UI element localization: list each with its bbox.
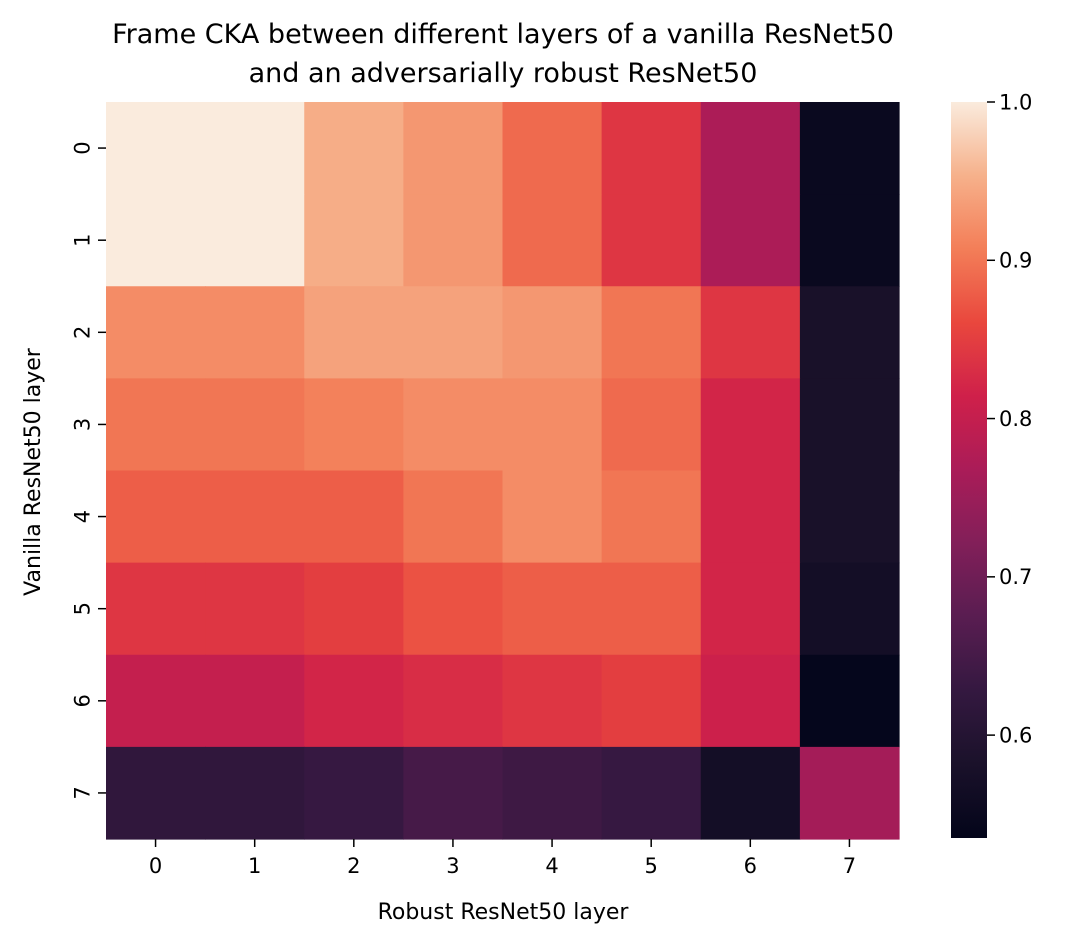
heatmap-cell-4-6 (700, 470, 801, 564)
heatmap-cell-0-2 (304, 102, 404, 195)
heatmap-cell-6-4 (502, 654, 603, 748)
heatmap-cell-2-3 (403, 286, 504, 379)
heatmap-cell-4-3 (403, 470, 504, 564)
y-axis-ticks: 0 1 2 3 4 5 6 7 (70, 141, 106, 800)
y-tick-label-4: 4 (70, 510, 94, 523)
heatmap-cell-0-0 (106, 102, 206, 195)
heatmap-cell-6-3 (403, 654, 504, 748)
x-tick-label-2: 2 (347, 854, 360, 878)
heatmap-cell-2-7 (799, 286, 900, 379)
x-axis-label: Robust ResNet50 layer (378, 900, 630, 925)
heatmap-cell-1-0 (106, 194, 206, 287)
heatmap-cell-1-3 (403, 194, 504, 287)
x-axis-ticks: 0 1 2 3 4 5 6 7 (149, 839, 856, 878)
heatmap-cell-3-2 (304, 378, 404, 472)
y-axis-label: Vanilla ResNet50 layer (21, 347, 46, 596)
heatmap-cell-3-0 (106, 378, 206, 472)
heatmap-cell-7-4 (502, 746, 603, 840)
heatmap-cell-5-5 (601, 562, 702, 656)
heatmap-cell-7-7 (799, 746, 900, 840)
colorbar-ticks: 0.6 0.7 0.8 0.9 1.0 (987, 90, 1032, 747)
heatmap-cell-0-4 (502, 102, 603, 195)
heatmap-cell-3-1 (205, 378, 305, 472)
heatmap-cell-5-4 (502, 562, 603, 656)
x-tick-label-7: 7 (843, 854, 856, 878)
chart-title-line-1: Frame CKA between different layers of a … (112, 19, 894, 50)
heatmap-cell-6-0 (106, 654, 206, 748)
heatmap-cell-7-2 (304, 746, 404, 840)
heatmap-cell-5-0 (106, 562, 206, 656)
y-tick-label-0: 0 (70, 141, 94, 154)
heatmap-cell-3-7 (799, 378, 900, 472)
heatmap-cell-4-5 (601, 470, 702, 564)
heatmap-cell-0-7 (799, 102, 900, 195)
heatmap-cell-3-5 (601, 378, 702, 472)
heatmap-cells (106, 102, 900, 840)
colorbar-tick-label-1: 0.7 (999, 565, 1032, 589)
heatmap-cell-6-5 (601, 654, 702, 748)
heatmap-cell-2-4 (502, 286, 603, 379)
heatmap-cell-6-2 (304, 654, 404, 748)
heatmap-cell-7-0 (106, 746, 206, 840)
heatmap-cell-2-5 (601, 286, 702, 379)
heatmap-cell-4-4 (502, 470, 603, 564)
heatmap-cell-6-6 (700, 654, 801, 748)
x-tick-label-4: 4 (545, 854, 558, 878)
heatmap-cell-7-6 (700, 746, 801, 840)
heatmap-cell-6-1 (205, 654, 305, 748)
heatmap-cell-5-1 (205, 562, 305, 656)
heatmap-cell-0-5 (601, 102, 702, 195)
heatmap-cell-6-7 (799, 654, 900, 748)
heatmap-cell-1-5 (601, 194, 702, 287)
y-tick-label-6: 6 (70, 694, 94, 707)
heatmap-cell-0-1 (205, 102, 305, 195)
heatmap-cell-5-7 (799, 562, 900, 656)
heatmap-cell-2-1 (205, 286, 305, 379)
heatmap-cell-3-6 (700, 378, 801, 472)
y-tick-label-2: 2 (70, 326, 94, 339)
heatmap-cell-3-3 (403, 378, 504, 472)
colorbar (951, 102, 987, 838)
heatmap-cell-4-0 (106, 470, 206, 564)
heatmap-cell-1-7 (799, 194, 900, 287)
heatmap-cell-2-0 (106, 286, 206, 379)
y-tick-label-5: 5 (70, 602, 94, 615)
x-tick-label-6: 6 (744, 854, 757, 878)
heatmap-cell-1-1 (205, 194, 305, 287)
heatmap-cell-5-3 (403, 562, 504, 656)
heatmap-cell-7-5 (601, 746, 702, 840)
heatmap-cell-2-2 (304, 286, 404, 379)
heatmap-cell-5-6 (700, 562, 801, 656)
heatmap-cell-4-2 (304, 470, 404, 564)
y-tick-label-1: 1 (70, 234, 94, 247)
colorbar-tick-label-0: 0.6 (999, 723, 1032, 747)
x-tick-label-3: 3 (446, 854, 459, 878)
heatmap-cell-5-2 (304, 562, 404, 656)
colorbar-tick-label-2: 0.8 (999, 407, 1032, 431)
x-tick-label-0: 0 (149, 854, 162, 878)
heatmap-cell-1-4 (502, 194, 603, 287)
heatmap-cell-7-1 (205, 746, 305, 840)
x-tick-label-5: 5 (645, 854, 658, 878)
heatmap-cell-3-4 (502, 378, 603, 472)
heatmap-cell-7-3 (403, 746, 504, 840)
x-tick-label-1: 1 (248, 854, 261, 878)
colorbar-tick-label-4: 1.0 (999, 90, 1032, 114)
chart-title-line-2: and an adversarially robust ResNet50 (249, 58, 758, 89)
y-tick-label-3: 3 (70, 418, 94, 431)
heatmap-cell-0-3 (403, 102, 504, 195)
y-tick-label-7: 7 (70, 786, 94, 799)
heatmap-cell-1-2 (304, 194, 404, 287)
heatmap-cell-0-6 (700, 102, 801, 195)
heatmap-cell-4-1 (205, 470, 305, 564)
heatmap-cell-4-7 (799, 470, 900, 564)
heatmap-cell-2-6 (700, 286, 801, 379)
colorbar-tick-label-3: 0.9 (999, 249, 1032, 273)
heatmap-cell-1-6 (700, 194, 801, 287)
